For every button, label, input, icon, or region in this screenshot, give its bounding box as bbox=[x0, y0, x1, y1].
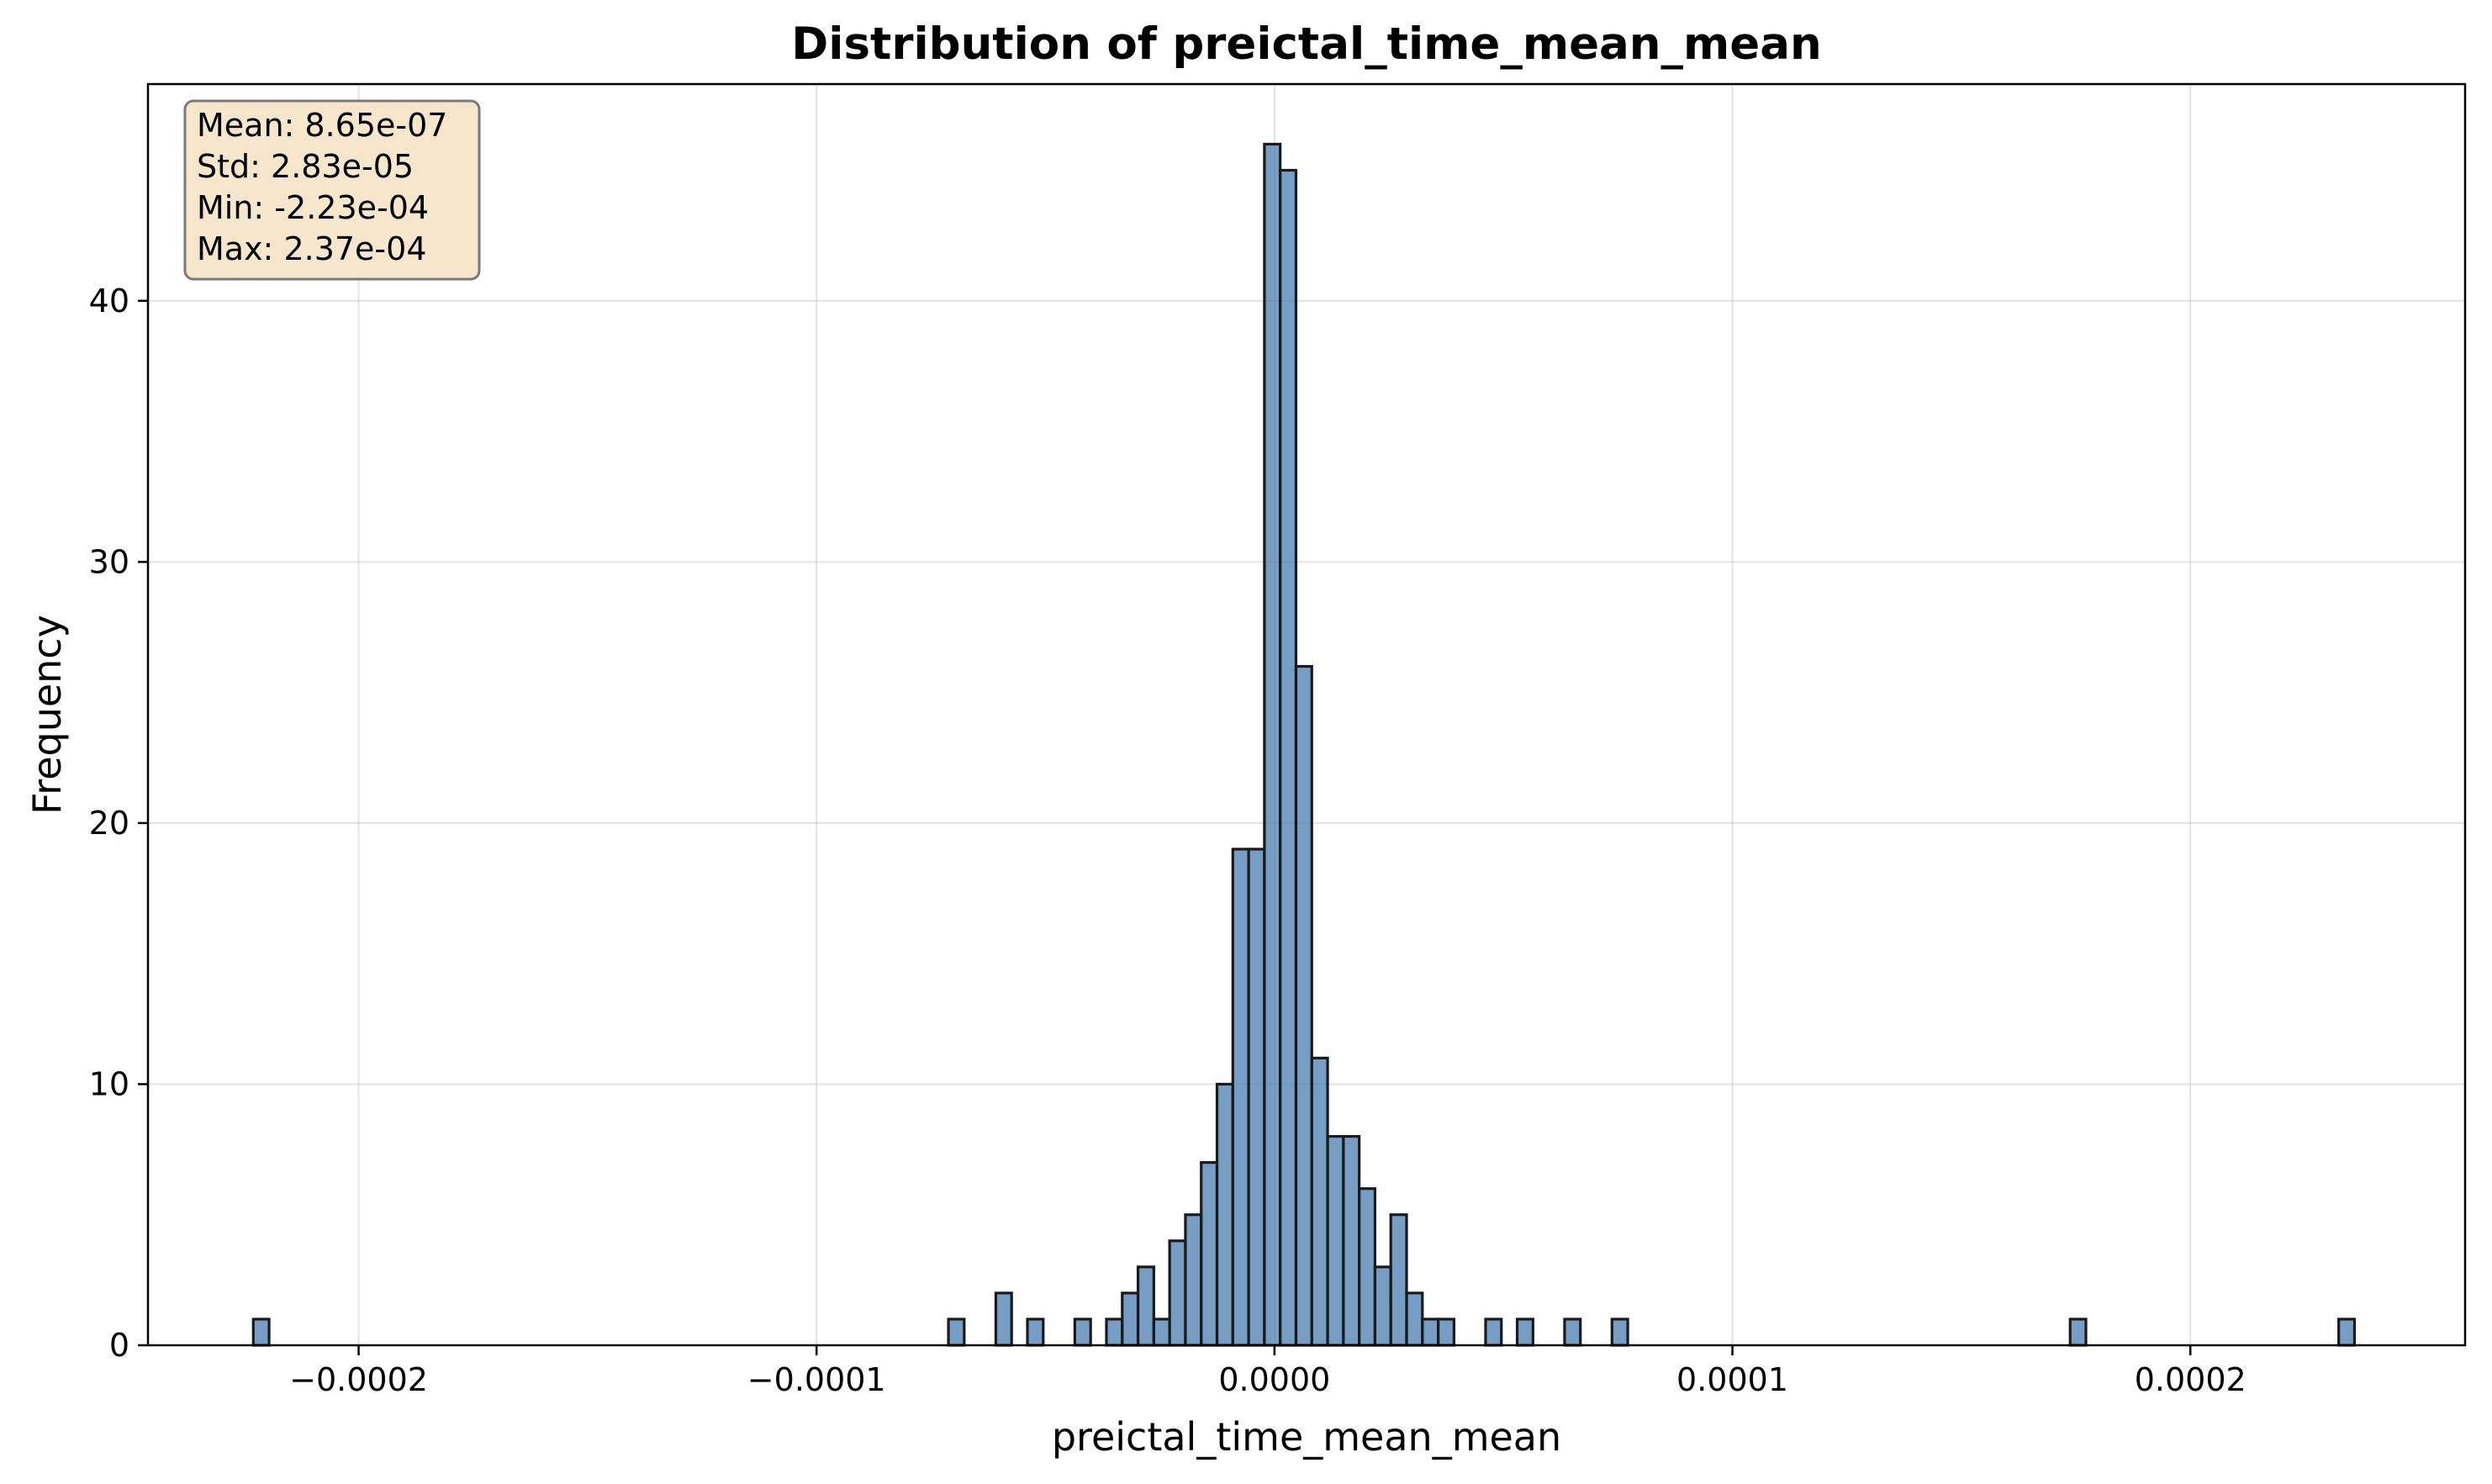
histogram-bar bbox=[1105, 1318, 1124, 1347]
y-axis-ticks: 0 10 20 30 40 bbox=[89, 283, 148, 1364]
histogram-bar bbox=[1436, 1318, 1455, 1347]
histogram-bar bbox=[1389, 1213, 1408, 1347]
histogram-bar bbox=[1231, 848, 1250, 1347]
histogram-bar bbox=[1026, 1318, 1045, 1347]
histogram-bar bbox=[1484, 1318, 1503, 1347]
histogram-bar bbox=[1263, 142, 1282, 1347]
y-axis-label: Frequency bbox=[24, 615, 70, 815]
plot-frame bbox=[146, 82, 2467, 1347]
y-tick-label: 30 bbox=[89, 543, 129, 580]
stats-mean: Mean: 8.65e-07 bbox=[197, 107, 447, 144]
stats-std: Std: 2.83e-05 bbox=[197, 148, 414, 185]
x-axis-label: preictal_time_mean_mean bbox=[1052, 1414, 1561, 1460]
histogram-bar bbox=[1563, 1318, 1582, 1347]
histogram-bar bbox=[1073, 1318, 1092, 1347]
histogram-bar bbox=[1342, 1134, 1361, 1347]
histogram-bar bbox=[1247, 848, 1266, 1347]
histogram-bar bbox=[1294, 664, 1313, 1347]
histogram-bar bbox=[1200, 1161, 1219, 1347]
chart-title: Distribution of preictal_time_mean_mean bbox=[791, 18, 1821, 70]
histogram-bar bbox=[1358, 1187, 1377, 1347]
y-tick-label: 40 bbox=[89, 283, 129, 320]
histogram-bar bbox=[2068, 1318, 2088, 1347]
histogram-bar bbox=[1610, 1318, 1629, 1347]
histogram-bar bbox=[1405, 1291, 1424, 1347]
histogram-bar bbox=[1121, 1291, 1140, 1347]
stats-min: Min: -2.23e-04 bbox=[197, 189, 429, 226]
x-tick-label: −0.0001 bbox=[747, 1361, 886, 1398]
histogram-bar bbox=[1168, 1239, 1187, 1347]
y-tick-label: 10 bbox=[89, 1065, 129, 1102]
histogram-bar bbox=[1515, 1318, 1534, 1347]
y-tick-label: 20 bbox=[89, 805, 129, 842]
histogram-bar bbox=[994, 1291, 1013, 1347]
stats-max: Max: 2.37e-04 bbox=[197, 230, 427, 267]
x-tick-label: 0.0001 bbox=[1676, 1361, 1788, 1398]
histogram-bar bbox=[1310, 1056, 1329, 1347]
x-tick-label: 0.0000 bbox=[1218, 1361, 1330, 1398]
histogram-bar bbox=[1136, 1265, 1155, 1347]
x-tick-label: 0.0002 bbox=[2135, 1361, 2246, 1398]
y-tick-label: 0 bbox=[109, 1327, 129, 1364]
histogram-bar bbox=[947, 1318, 966, 1347]
histogram-bar bbox=[251, 1318, 271, 1347]
histogram-bar bbox=[1152, 1318, 1171, 1347]
stats-box: Mean: 8.65e-07 Std: 2.83e-05 Min: -2.23e… bbox=[183, 99, 481, 281]
stats-box-background bbox=[183, 99, 481, 281]
x-tick-label: −0.0002 bbox=[289, 1361, 428, 1398]
histogram-bar bbox=[1421, 1318, 1440, 1347]
histogram-bar bbox=[1326, 1134, 1345, 1347]
histogram-bars bbox=[251, 142, 2357, 1347]
histogram-bar bbox=[1373, 1265, 1392, 1347]
histogram-bar bbox=[1215, 1082, 1234, 1347]
histogram-bar bbox=[1279, 168, 1298, 1347]
histogram-bar bbox=[2337, 1318, 2357, 1347]
histogram-bar bbox=[1184, 1213, 1203, 1347]
x-axis-ticks: −0.0002 −0.0001 0.0000 0.0001 0.0002 bbox=[289, 1345, 2246, 1398]
